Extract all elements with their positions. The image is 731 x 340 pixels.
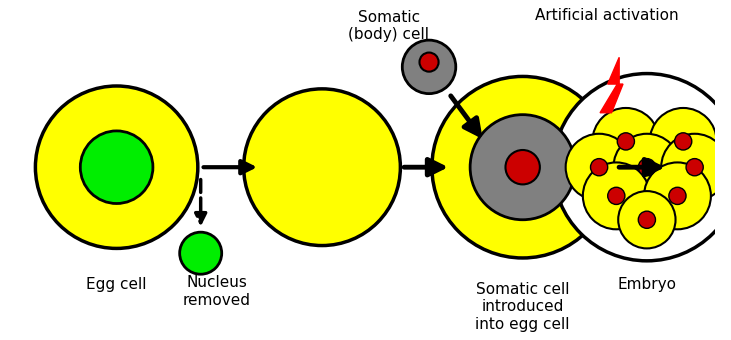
Circle shape <box>613 134 681 201</box>
Circle shape <box>617 133 635 150</box>
Circle shape <box>650 108 716 175</box>
Circle shape <box>591 158 607 176</box>
Circle shape <box>662 134 728 201</box>
Circle shape <box>592 108 659 175</box>
Circle shape <box>470 115 575 220</box>
Circle shape <box>402 40 456 94</box>
Circle shape <box>638 211 656 228</box>
Text: Embryo: Embryo <box>618 277 676 292</box>
Circle shape <box>243 89 401 245</box>
Circle shape <box>180 232 221 274</box>
Circle shape <box>566 134 632 201</box>
Circle shape <box>638 158 656 176</box>
Polygon shape <box>600 57 623 113</box>
Text: Somatic cell
introduced
into egg cell: Somatic cell introduced into egg cell <box>475 282 570 332</box>
Circle shape <box>35 86 198 249</box>
Circle shape <box>644 163 711 229</box>
Circle shape <box>669 187 686 204</box>
Text: Somatic
(body) cell: Somatic (body) cell <box>349 10 429 42</box>
Circle shape <box>432 76 613 258</box>
Circle shape <box>675 133 692 150</box>
Text: Egg cell: Egg cell <box>86 277 147 292</box>
Circle shape <box>686 158 703 176</box>
Circle shape <box>607 187 625 204</box>
Circle shape <box>553 73 731 261</box>
Circle shape <box>80 131 153 204</box>
Circle shape <box>618 191 675 249</box>
Circle shape <box>583 163 650 229</box>
Text: Artificial activation: Artificial activation <box>535 7 678 23</box>
Circle shape <box>505 150 540 184</box>
Circle shape <box>420 53 439 72</box>
Text: Nucleus
removed: Nucleus removed <box>183 275 251 308</box>
